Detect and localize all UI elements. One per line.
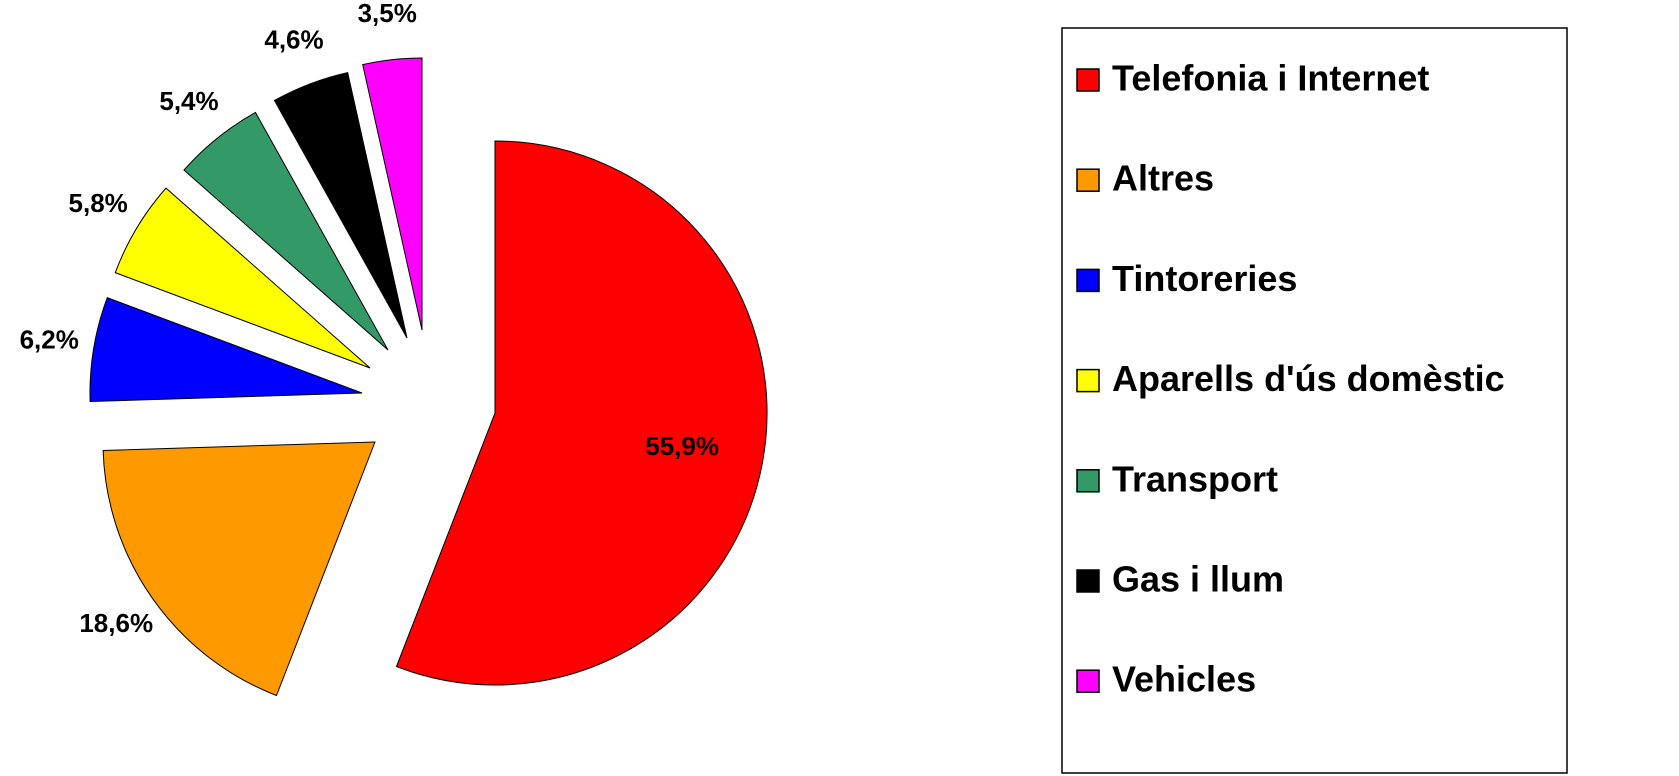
pie-slice bbox=[183, 111, 389, 351]
pie-slice bbox=[273, 71, 408, 339]
pie: 55,9% 18,6% 6,2% 5,8% 5,4% 4,6% 3,5% bbox=[20, 0, 768, 697]
legend-box bbox=[1061, 27, 1568, 774]
legend-label: Telefonia i Internet bbox=[1112, 58, 1429, 99]
legend-label: Tintoreries bbox=[1112, 258, 1297, 299]
data-label: 4,6% bbox=[264, 25, 323, 55]
legend-label: Transport bbox=[1112, 458, 1278, 499]
pie-slice bbox=[362, 57, 423, 331]
pie-slice bbox=[89, 297, 363, 403]
legend-swatch bbox=[1076, 368, 1100, 393]
pie-slice bbox=[114, 187, 371, 369]
data-label: 18,6% bbox=[79, 608, 153, 638]
legend-swatch bbox=[1076, 268, 1100, 293]
pie-slice bbox=[395, 140, 768, 686]
legend-label: Vehicles bbox=[1112, 659, 1256, 700]
data-label: 3,5% bbox=[358, 0, 417, 28]
legend-swatch bbox=[1076, 168, 1100, 192]
data-label: 6,2% bbox=[20, 324, 79, 354]
data-label: 55,9% bbox=[645, 431, 719, 461]
legend-swatch bbox=[1076, 569, 1100, 593]
legend-label: Aparells d'ús domèstic bbox=[1112, 358, 1505, 399]
legend-swatch bbox=[1076, 669, 1100, 693]
data-label: 5,8% bbox=[69, 188, 128, 218]
legend-swatch bbox=[1076, 469, 1100, 493]
legend: Telefonia i Internet Altres Tintoreries Apa… bbox=[1061, 27, 1568, 774]
legend-label: Gas i llum bbox=[1112, 559, 1284, 600]
legend-label: Altres bbox=[1112, 158, 1214, 199]
data-label: 5,4% bbox=[159, 86, 218, 116]
legend-swatch bbox=[1076, 68, 1100, 92]
pie-slice bbox=[102, 441, 376, 697]
